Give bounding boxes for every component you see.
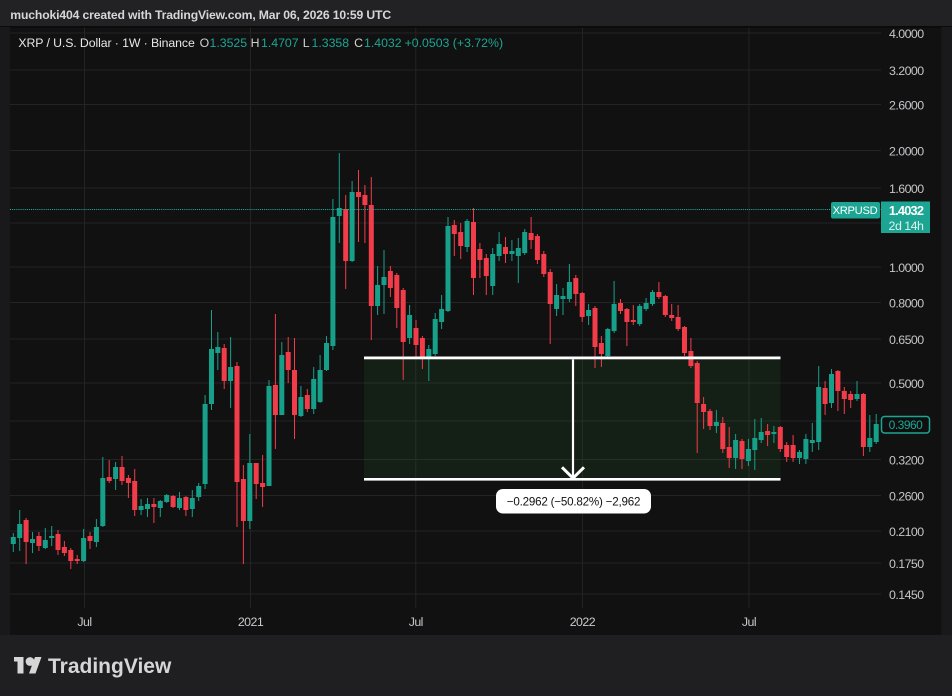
svg-text:2022: 2022	[570, 615, 596, 629]
svg-text:2d 14h: 2d 14h	[889, 219, 925, 233]
svg-text:1.0000: 1.0000	[889, 261, 924, 275]
svg-text:4.0000: 4.0000	[889, 27, 924, 41]
svg-text:muchoki404 created with Tradin: muchoki404 created with TradingView.com,…	[10, 8, 391, 22]
svg-text:0.8000: 0.8000	[889, 296, 924, 310]
svg-text:XRPUSD: XRPUSD	[833, 205, 878, 217]
svg-text:0.2600: 0.2600	[889, 489, 924, 503]
svg-text:Jul: Jul	[77, 615, 91, 629]
svg-text:+0.0503 (+3.72%): +0.0503 (+3.72%)	[405, 36, 503, 50]
svg-text:TradingView: TradingView	[48, 655, 172, 678]
svg-text:1.6000: 1.6000	[889, 182, 924, 196]
svg-text:0.2100: 0.2100	[889, 525, 924, 539]
svg-text:0.1750: 0.1750	[889, 557, 924, 571]
svg-text:0.5000: 0.5000	[889, 377, 924, 391]
svg-text:L: L	[303, 36, 310, 50]
svg-text:Jul: Jul	[742, 615, 756, 629]
svg-text:2.6000: 2.6000	[889, 98, 924, 112]
svg-text:H: H	[251, 36, 260, 50]
svg-text:0.6500: 0.6500	[889, 333, 924, 347]
svg-text:2021: 2021	[238, 615, 264, 629]
svg-text:1.3525: 1.3525	[210, 36, 248, 50]
svg-text:0.1450: 0.1450	[889, 588, 924, 602]
svg-text:3.2000: 3.2000	[889, 64, 924, 78]
svg-text:1.4032: 1.4032	[364, 36, 402, 50]
svg-text:Jul: Jul	[409, 615, 423, 629]
svg-text:−0.2962 (−50.82%) −2,962: −0.2962 (−50.82%) −2,962	[507, 495, 640, 508]
svg-text:1.4032: 1.4032	[889, 203, 924, 218]
svg-text:C: C	[354, 36, 363, 50]
svg-text:XRP / U.S. Dollar · 1W · Binan: XRP / U.S. Dollar · 1W · Binance	[18, 36, 195, 50]
svg-text:0.3960: 0.3960	[889, 418, 924, 432]
svg-text:2.0000: 2.0000	[889, 144, 924, 158]
svg-text:O: O	[200, 36, 210, 50]
svg-text:0.3200: 0.3200	[889, 453, 924, 467]
svg-text:1.4707: 1.4707	[261, 36, 299, 50]
svg-text:1.3358: 1.3358	[312, 36, 350, 50]
